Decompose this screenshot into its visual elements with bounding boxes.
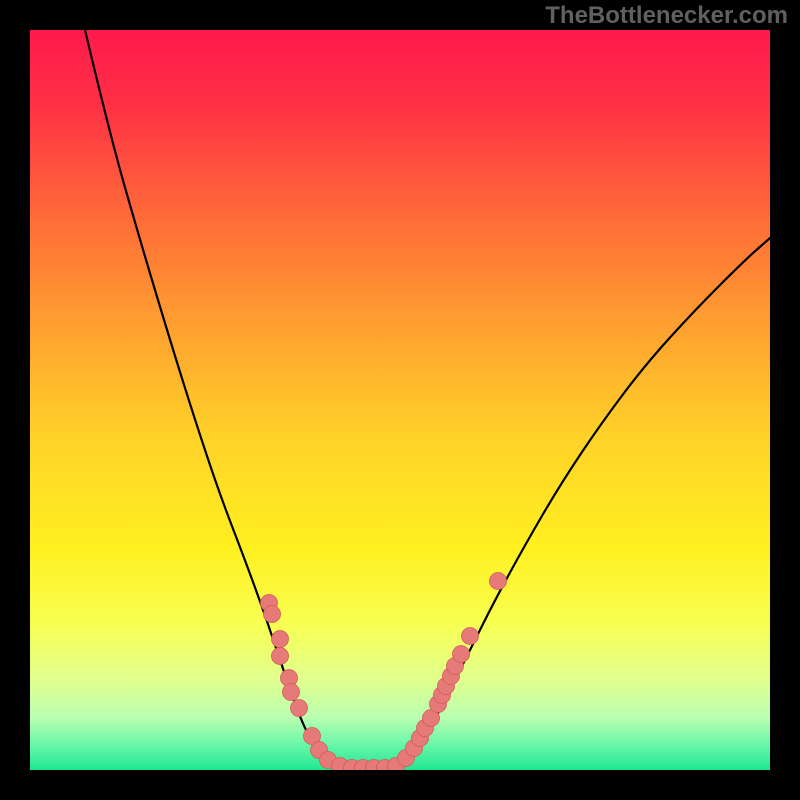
data-marker [283, 684, 300, 701]
data-marker [453, 646, 470, 663]
data-marker [490, 573, 507, 590]
watermark-text: TheBottlenecker.com [545, 2, 788, 30]
data-marker [462, 628, 479, 645]
data-marker [264, 606, 281, 623]
data-marker [272, 631, 289, 648]
data-marker [272, 648, 289, 665]
chart-svg [0, 0, 800, 800]
plot-gradient [30, 30, 770, 770]
chart-container: TheBottlenecker.com [0, 0, 800, 800]
data-marker [291, 700, 308, 717]
